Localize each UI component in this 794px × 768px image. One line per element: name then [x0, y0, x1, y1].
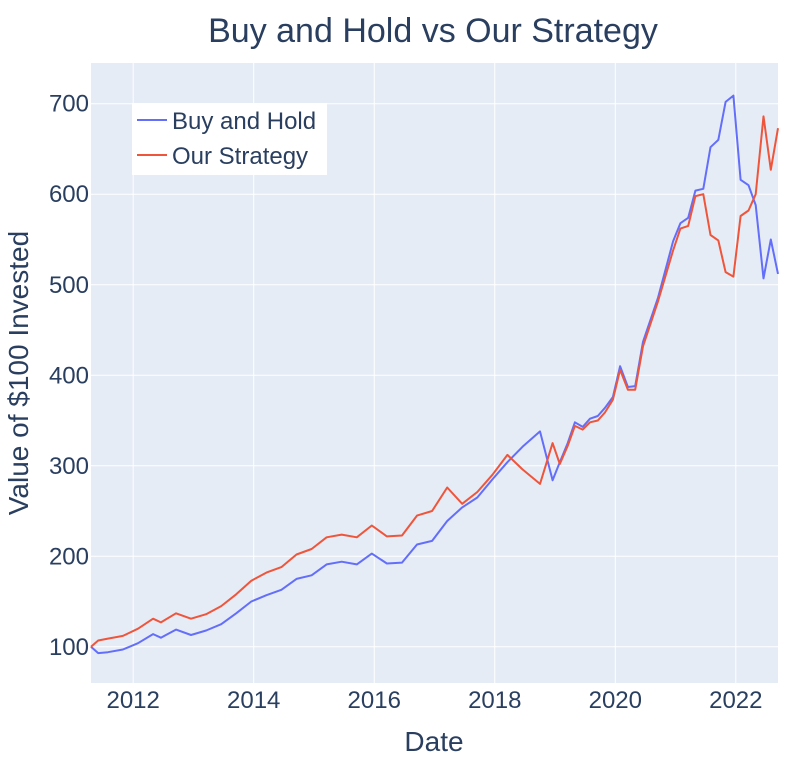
y-axis-title: Value of $100 Invested	[3, 231, 34, 515]
series-line-buy-and-hold	[90, 94, 779, 655]
x-tick-label: 2012	[106, 687, 159, 714]
x-axis-title: Date	[404, 726, 463, 757]
y-tick-label: 200	[49, 543, 89, 570]
x-tick-label: 2016	[348, 687, 401, 714]
x-tick-label: 2014	[227, 687, 280, 714]
legend: Buy and Hold Our Strategy	[132, 103, 327, 175]
y-tick-label: 700	[49, 91, 89, 118]
chart-title: Buy and Hold vs Our Strategy	[208, 12, 658, 50]
x-tick-label: 2022	[709, 687, 762, 714]
series-line-our-strategy	[90, 115, 779, 648]
y-tick-label: 100	[49, 634, 89, 661]
x-tick-label: 2020	[589, 687, 642, 714]
legend-label-our-strategy: Our Strategy	[172, 143, 308, 170]
y-tick-label: 600	[49, 181, 89, 208]
axis-ticks: 2012 2014 2016 2018 2020 2022 100 200 300 400 500 6…	[49, 91, 763, 714]
y-tick-label: 300	[49, 453, 89, 480]
x-tick-label: 2018	[468, 687, 521, 714]
legend-label-buy-and-hold: Buy and Hold	[172, 108, 316, 135]
series-lines	[90, 94, 779, 655]
legend-box	[132, 103, 327, 175]
y-tick-label: 400	[49, 362, 89, 389]
y-tick-label: 500	[49, 272, 89, 299]
